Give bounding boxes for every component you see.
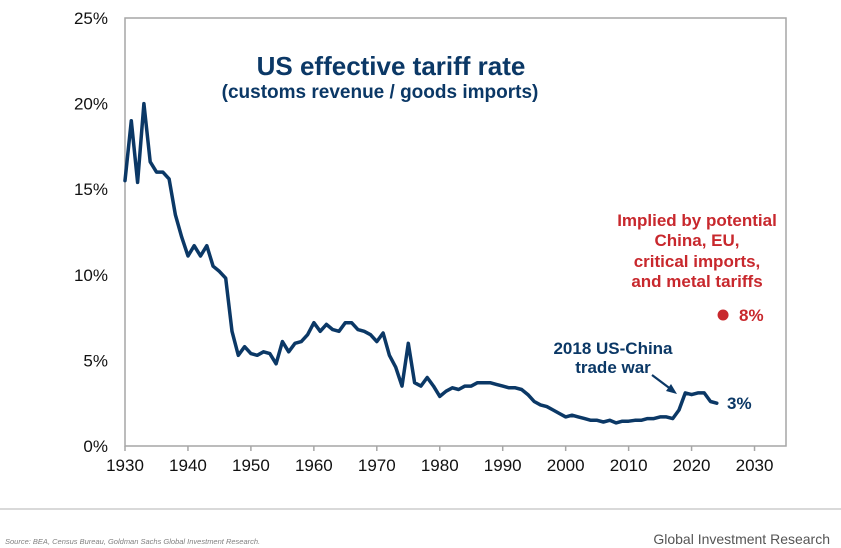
x-tick-label: 2020 [673, 456, 711, 475]
implied-annotation-line2: China, EU, [654, 231, 739, 250]
x-tick-label: 2010 [610, 456, 648, 475]
arrow-head-icon [666, 384, 677, 394]
implied-annotation-line1: Implied by potential [617, 211, 777, 230]
chart-subtitle: (customs revenue / goods imports) [222, 82, 539, 103]
trade-war-arrow [651, 374, 677, 394]
tariff-rate-chart: 0% 5% 10% 15% 20% 25% 1930 1940 1950 1960 1970 198… [74, 9, 787, 475]
x-axis: 1930 1940 1950 1960 1970 1980 1990 2000 2010 2020… [106, 446, 773, 475]
trade-war-annotation-line1: 2018 US-China [553, 339, 673, 358]
implied-annotation-line4: and metal tariffs [631, 272, 762, 291]
y-tick-label: 25% [74, 9, 108, 28]
x-tick-label: 1980 [421, 456, 459, 475]
chart-title: US effective tariff rate [257, 51, 526, 81]
brand-label: Global Investment Research [653, 531, 830, 547]
y-tick-label: 15% [74, 180, 108, 199]
source-note: Source: BEA, Census Bureau, Goldman Sach… [5, 537, 261, 546]
x-tick-label: 1930 [106, 456, 144, 475]
x-tick-label: 1960 [295, 456, 333, 475]
x-tick-label: 1990 [484, 456, 522, 475]
implied-rate-label: 8% [739, 306, 764, 325]
plot-frame [124, 17, 787, 447]
x-tick-label: 2000 [547, 456, 585, 475]
x-tick-label: 1940 [169, 456, 207, 475]
implied-annotation-line3: critical imports, [634, 252, 761, 271]
x-tick-label: 1950 [232, 456, 270, 475]
tariff-rate-points [124, 103, 717, 423]
x-tick-label: 1970 [358, 456, 396, 475]
x-tick-label: 2030 [736, 456, 774, 475]
trade-war-annotation-line2: trade war [575, 358, 651, 377]
implied-rate-point [717, 309, 729, 321]
current-rate-label: 3% [727, 394, 752, 413]
y-tick-label: 0% [83, 437, 108, 456]
footer-divider [0, 508, 841, 510]
y-tick-label: 10% [74, 266, 108, 285]
y-tick-label: 20% [74, 95, 108, 114]
y-axis: 0% 5% 10% 15% 20% 25% [74, 9, 108, 456]
y-tick-label: 5% [83, 351, 108, 370]
